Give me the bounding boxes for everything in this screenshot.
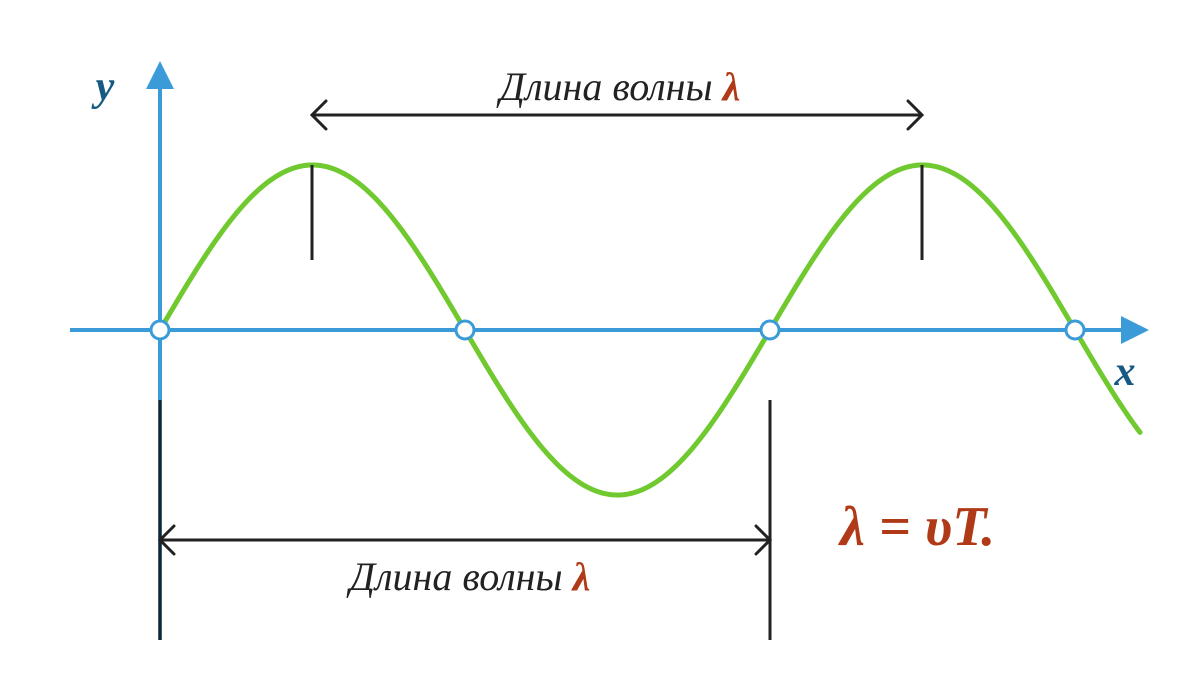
wave-diagram: y x Длина волны λ Длина волны λ λ = υT. — [0, 0, 1200, 690]
wave-node-3 — [1066, 321, 1084, 339]
dimension-label-bottom: Длина волны λ — [346, 554, 591, 599]
wavelength-formula: λ = υT. — [838, 496, 995, 558]
wave-node-2 — [761, 321, 779, 339]
y-axis-label: y — [91, 64, 115, 110]
dimension-label-top: Длина волны λ — [496, 64, 741, 109]
x-axis-label: x — [1114, 349, 1136, 395]
wave-node-0 — [151, 321, 169, 339]
wave-node-1 — [456, 321, 474, 339]
